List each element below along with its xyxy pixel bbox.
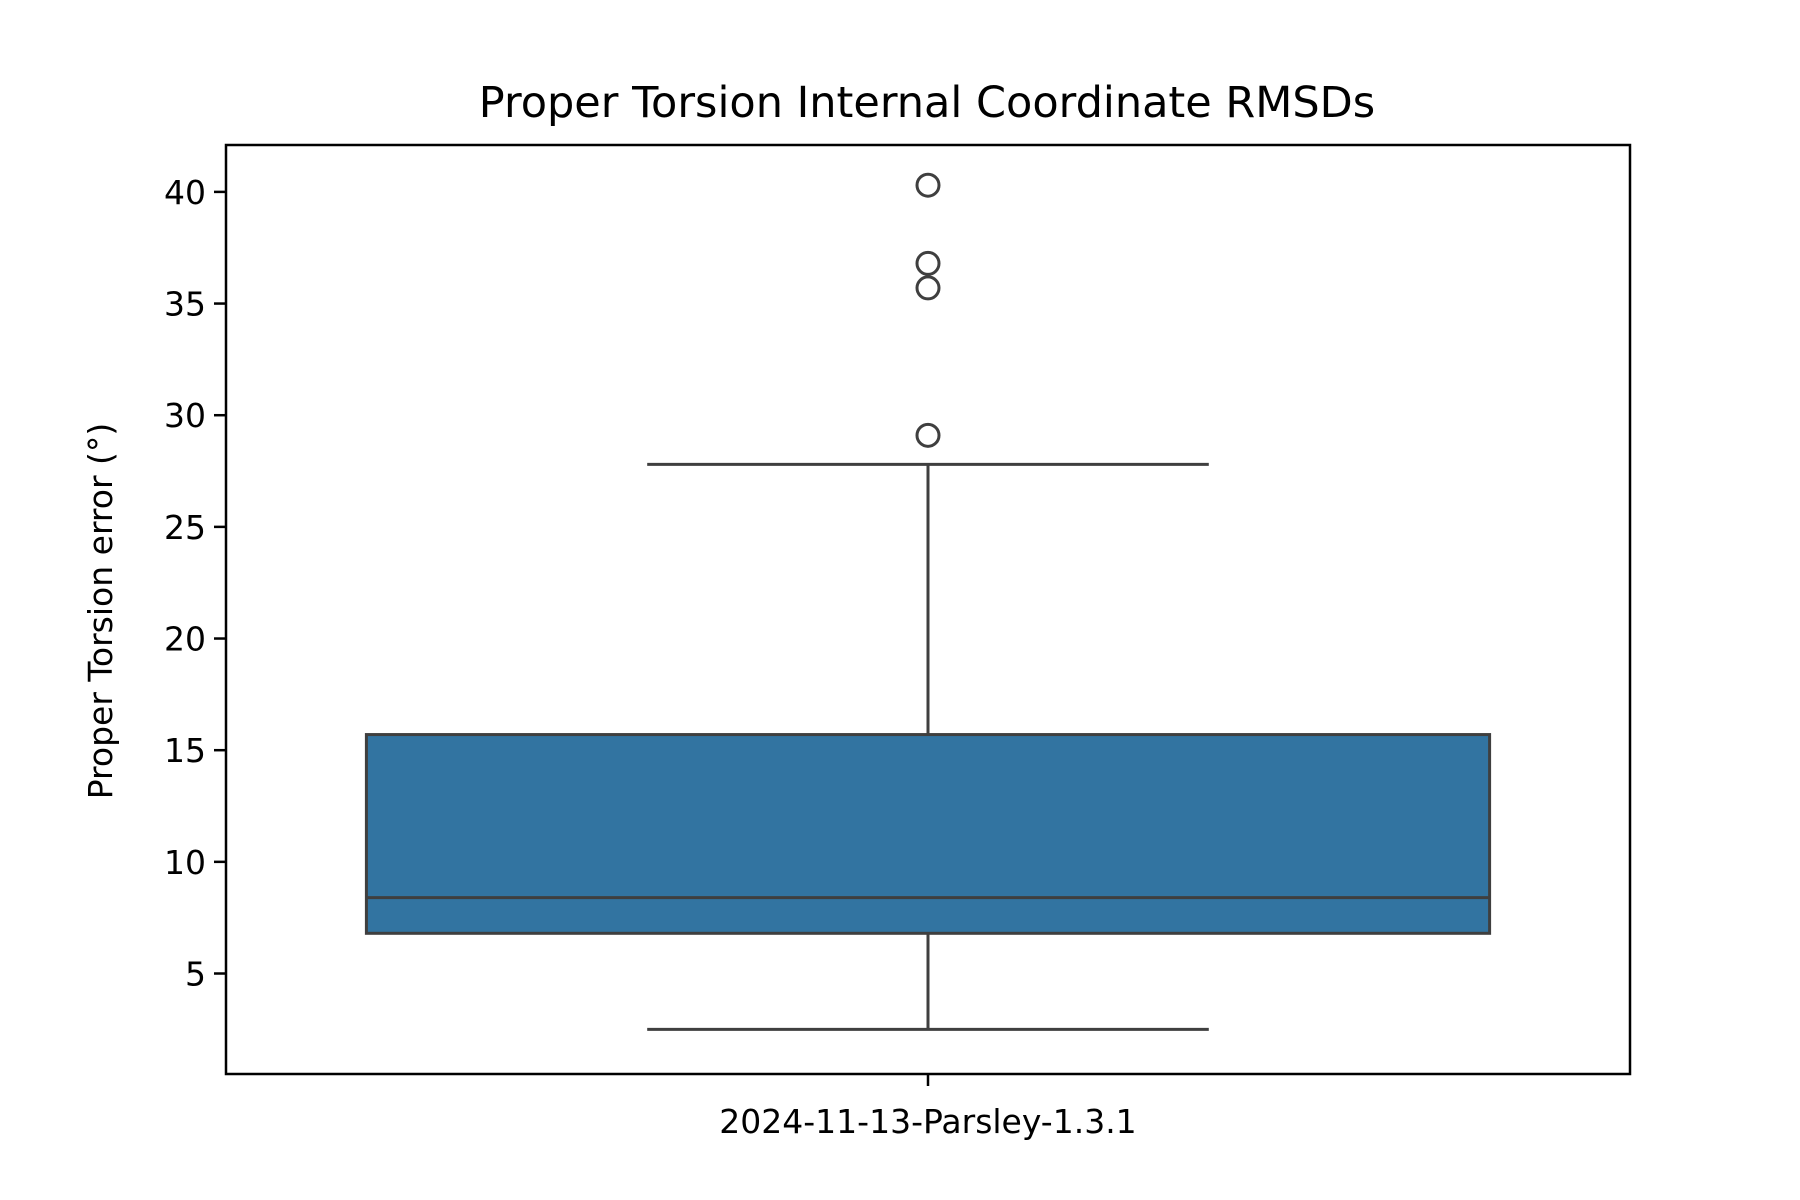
outlier-point bbox=[915, 250, 941, 276]
y-tick-label: 25 bbox=[164, 508, 206, 547]
y-tick-label: 20 bbox=[164, 620, 206, 659]
outlier-point bbox=[915, 172, 941, 198]
x-axis-ticks: 2024-11-13-Parsley-1.3.1 bbox=[719, 1074, 1137, 1141]
y-tick-label: 40 bbox=[164, 173, 206, 212]
y-tick-label: 5 bbox=[185, 955, 206, 994]
y-tick-label: 10 bbox=[164, 843, 206, 882]
outlier-point bbox=[915, 275, 941, 301]
plot-frame bbox=[224, 143, 1632, 1076]
chart-title: Proper Torsion Internal Coordinate RMSDs bbox=[479, 78, 1375, 128]
y-axis-ticks: 5 10 15 20 25 30 35 40 bbox=[164, 173, 226, 994]
y-tick-label: 15 bbox=[164, 731, 206, 770]
plot-area bbox=[364, 172, 1492, 1031]
y-axis-label: Proper Torsion error (°) bbox=[81, 423, 120, 800]
y-tick-label: 35 bbox=[164, 285, 206, 324]
outlier-point bbox=[915, 422, 941, 448]
interquartile-box bbox=[364, 733, 1492, 935]
y-tick-label: 30 bbox=[164, 396, 206, 435]
x-tick-label: 2024-11-13-Parsley-1.3.1 bbox=[719, 1102, 1136, 1141]
